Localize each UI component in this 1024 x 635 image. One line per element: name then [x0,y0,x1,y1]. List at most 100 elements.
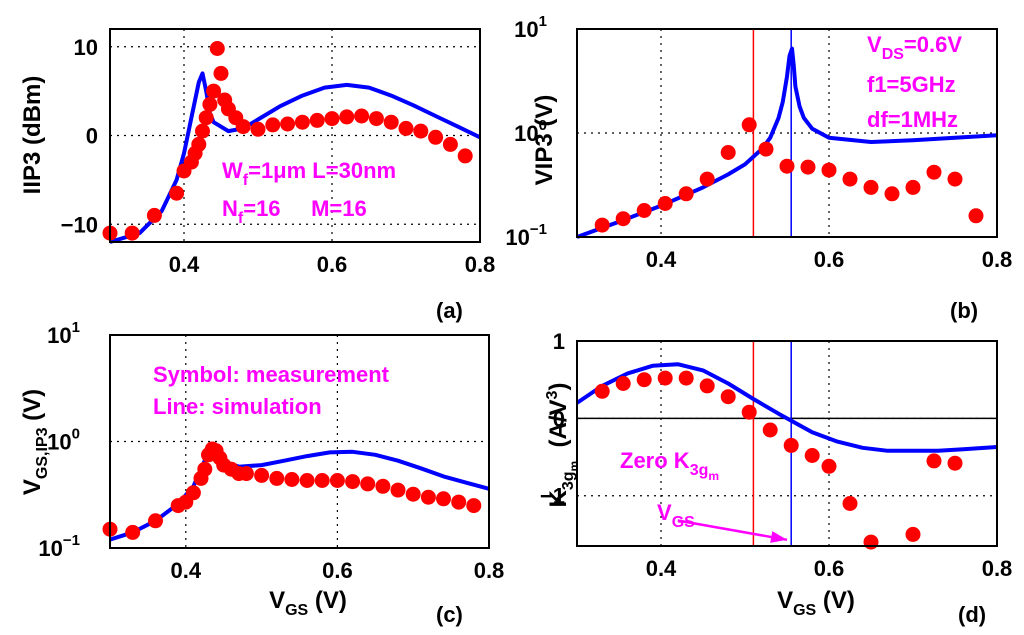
panel-b: 0.4 0.6 0.8 10−1 100 101 VIP3 (V) VDS=0.6V f1… [505,13,1012,323]
panel-c-measurement-series [102,441,482,540]
panel-a-measurement-point [146,207,162,223]
panel-d-annotation-vgs: VGS [657,500,695,531]
panel-b-measurement-point [905,179,921,195]
panel-a-measurement-point [324,111,340,127]
panel-c-annotation-line1: Symbol: measurement [153,362,390,387]
panel-a-measurement-point [206,83,222,99]
panel-c-measurement-point [375,478,391,494]
panel-a-measurement-point [250,121,266,137]
panel-c-measurement-point [466,498,482,514]
ann-a1-rest: =1μm L=30nm [248,158,396,183]
panel-c-tick-labels: 0.4 0.6 0.8 10−1 100 101 [38,319,504,583]
panel-b-measurement-point [863,179,879,195]
panel-b-measurement-point [800,159,816,175]
panel-b-measurement-point [720,145,736,160]
panel-d-x-tick-label: 0.6 [814,556,845,581]
panel-a-measurement-point [339,109,355,125]
ylab-d-sub: 3g [560,471,577,490]
panel-c-measurement-point [329,473,345,488]
panel-c-measurement-point [420,489,436,505]
xlab-d-base: V [777,587,793,614]
ylab-c-sub: GS,IP3 [34,427,51,479]
panel-d-frame [576,340,998,547]
panel-c-grid [110,335,489,548]
panel-b-measurement-series [594,117,984,233]
panel-c-measurement-point [284,472,300,487]
panel-b-measurement-point [636,203,652,218]
panel-c-measurement-point [125,524,141,540]
panel-b-y-tick-label: 101 [514,13,547,42]
panel-a-measurement-point [265,117,281,133]
panel-b-measurement-point [968,208,984,224]
panel-a-x-tick-label: 0.4 [169,252,200,277]
panel-b-annotation-line1: VDS=0.6V [867,32,962,63]
panel-c-annotation-line2: Line: simulation [153,394,322,419]
panel-d-measurement-point [821,458,837,474]
panel-c-measurement-point [269,470,285,486]
panel-d-arrow [677,519,788,543]
panel-d-label: (d) [958,602,986,627]
panel-d-measurement-point [657,370,673,386]
panel-a-measurement-point [209,41,225,56]
panel-a-measurement-point [457,148,473,164]
panel-a-annotation-line2: Nf=16 M=16 [222,196,367,227]
panel-c-measurement-point [299,473,315,488]
panel-d-arrow-shaft [677,519,788,542]
ann-a1-sub: f [243,172,249,189]
panel-c-y-tick-label: 101 [47,319,80,348]
ylab-c-rest: (V) [19,389,46,428]
panel-a-y-axis-label: IIP3 (dBm) [19,76,46,195]
ylab-d-end: ) [545,383,572,391]
panel-b-measurement-point [657,196,673,211]
panel-c-measurement-point [405,486,421,502]
panel-a-measurement-point [124,225,140,241]
panel-a-x-tick-label: 0.8 [465,252,496,277]
panel-c-measurement-point [185,485,201,501]
panel-d-measurement-point [804,448,820,463]
panel-a-y-tick-label: 0 [86,124,98,149]
panel-a-measurement-point [280,116,296,132]
panel-b-measurement-point [758,141,774,157]
panel-c-measurement-point [148,513,163,529]
panel-a-measurement-point [428,129,444,145]
panel-b-measurement-point [926,164,942,180]
panel-d-measurement-point [905,526,921,542]
panel-c-measurement-point [197,461,213,477]
panel-b-y-tick-label: 10−1 [505,221,547,250]
panel-a-measurement-point [413,123,429,139]
panel-b-measurement-point [821,162,837,178]
panel-b-x-tick-label: 0.8 [982,247,1013,272]
ann-a2-base: N [222,196,238,221]
panel-d-measurement-point [842,496,858,511]
panel-d-x-tick-label: 0.8 [982,556,1013,581]
panel-b-annotation-line2: f1=5GHz [867,72,956,97]
panel-a-x-tick-label: 0.6 [317,252,348,277]
panel-a-measurement-point [398,120,414,136]
panel-a-annotation-line1: Wf=1μm L=30nm [222,158,396,189]
panel-b-measurement-point [615,211,631,227]
panel-d-y-tick-label: −1 [540,484,565,509]
panel-d-measurement-point [926,453,942,469]
panel-b-annotation-line3: df=1MHz [867,107,958,132]
panel-b-y-tick-label: 100 [514,117,547,146]
panel-b-measurement-point [699,171,715,187]
xlab-c-sub: GS [285,602,308,619]
ann-d2-base: V [657,500,672,525]
ann-d1-subsub: m [708,469,719,483]
panel-c-x-tick-label: 0.4 [171,558,202,583]
panel-d-y-tick-label: 1 [553,329,565,354]
panel-b-measurement-point [884,186,900,202]
panel-b-frame [576,28,998,238]
panel-d-arrow-head [770,531,787,543]
panel-c-y-tick-label: 10−1 [38,532,80,561]
panel-d-measurement-point [947,455,963,471]
ann-a1-base: W [222,158,243,183]
panel-a-y-tick-label: 10 [74,35,98,60]
panel-a-measurement-point [294,114,310,130]
xlab-d-rest: (V) [816,587,855,614]
panel-a-measurement-point [191,136,207,152]
panel-c-y-axis-label: VGS,IP3 (V) [19,389,51,495]
panel-d-simulation-series [575,362,998,453]
